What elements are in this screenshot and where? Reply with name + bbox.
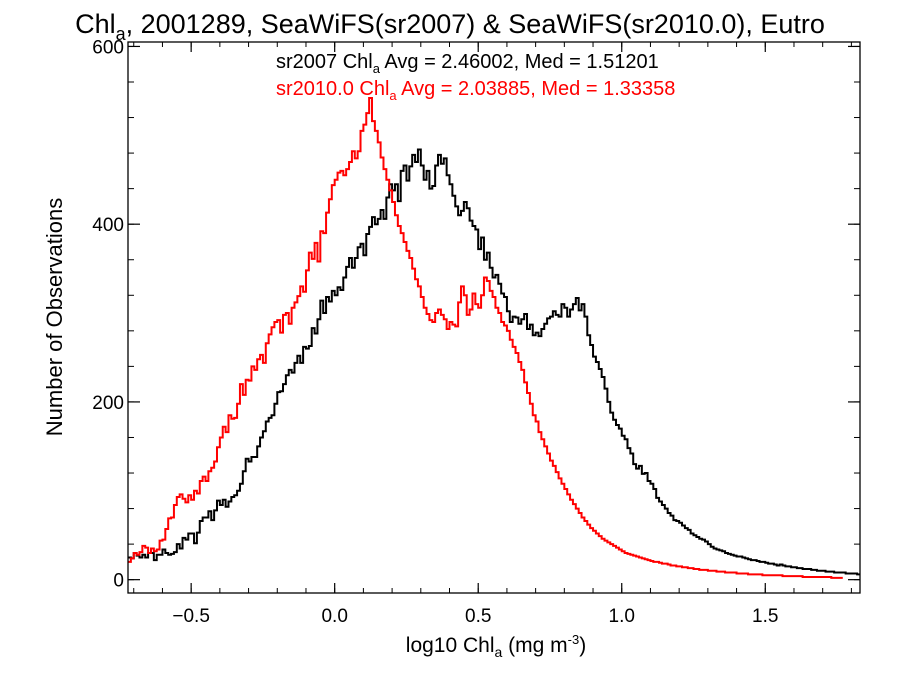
plot-frame [127,41,861,594]
x-tick-label: 0.0 [321,606,347,627]
y-tick-label: 0 [113,571,124,592]
series-line-0 [128,148,860,576]
y-tick-label: 400 [92,215,124,236]
x-tick-label: −0.5 [172,606,210,627]
annotation-sr2010: sr2010.0 Chla Avg = 2.03885, Med = 1.333… [276,78,675,103]
x-axis-label: log10 Chla (mg m-3) [406,632,586,660]
x-tick-label: 1.5 [752,606,778,627]
y-tick-label: 600 [92,37,124,58]
y-axis-label: Number of Observations [42,198,67,436]
ticks-layer: −0.5 0.0 0.5 1.0 1.5 0 200 400 600 [92,37,860,627]
annotation-sr2007: sr2007 Chla Avg = 2.46002, Med = 1.51201 [276,51,659,76]
series-layer [128,96,860,579]
y-tick-label: 200 [92,393,124,414]
x-tick-label: 0.5 [465,606,491,627]
chart-title: Chla, 2001289, SeaWiFS(sr2007) & SeaWiFS… [75,9,825,44]
series-line-1 [128,96,843,579]
x-tick-label: 1.0 [609,606,635,627]
